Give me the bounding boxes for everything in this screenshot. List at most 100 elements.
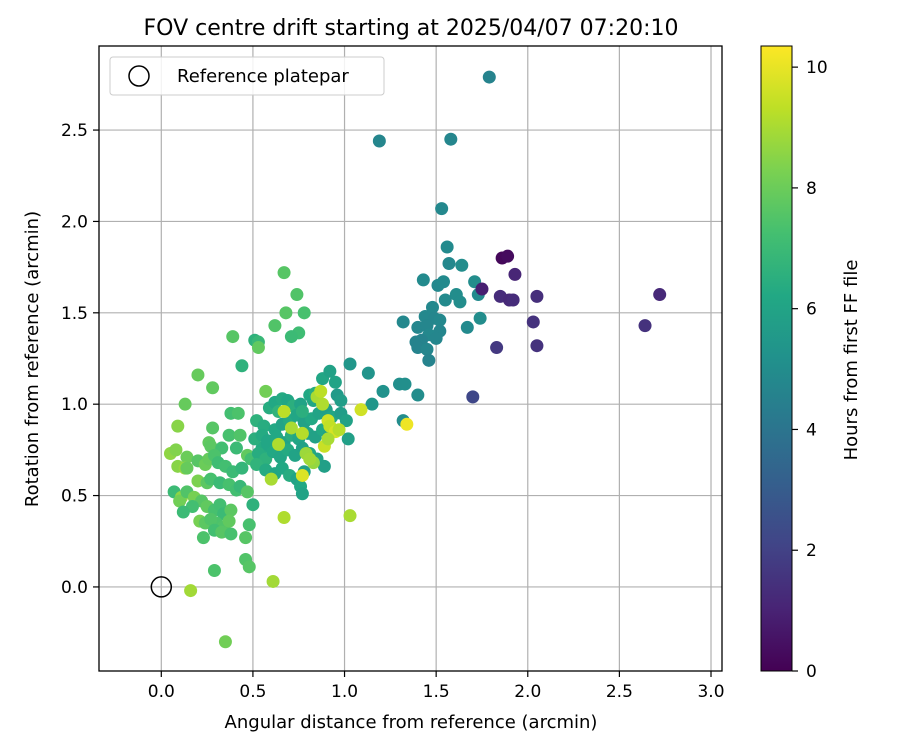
data-point xyxy=(277,510,291,524)
plot-frame xyxy=(98,45,723,672)
data-point xyxy=(653,288,667,302)
data-point xyxy=(396,315,410,329)
reference-marker-group xyxy=(150,576,173,598)
colorbar-label: Hours from first FF file xyxy=(841,260,862,461)
colorbar-tick-label: 10 xyxy=(806,58,828,78)
data-point xyxy=(229,441,243,455)
data-point xyxy=(242,560,256,574)
data-point xyxy=(224,527,238,541)
data-point xyxy=(178,397,192,411)
y-tick-label: 2.0 xyxy=(61,212,88,232)
data-point xyxy=(425,300,439,314)
data-point xyxy=(180,461,194,475)
data-point xyxy=(420,342,434,356)
data-point xyxy=(207,563,221,577)
data-point xyxy=(332,423,346,437)
data-point xyxy=(231,406,245,420)
data-point xyxy=(226,330,240,344)
colorbar-ticks: 0 2 4 6 8 10 xyxy=(792,58,828,682)
data-point xyxy=(239,531,253,545)
data-point xyxy=(323,364,337,378)
data-point xyxy=(328,375,342,389)
y-axis-label: Rotation from reference (arcmin) xyxy=(22,211,43,507)
data-point xyxy=(297,306,311,320)
data-point xyxy=(473,311,487,325)
data-point xyxy=(361,366,375,380)
data-point xyxy=(444,132,458,146)
data-point xyxy=(295,426,309,440)
colorbar-tick-label: 2 xyxy=(806,541,817,561)
x-tick-label: 1.5 xyxy=(423,682,450,702)
data-point xyxy=(506,293,520,307)
data-point xyxy=(266,574,280,588)
data-point xyxy=(295,487,309,501)
y-tick-label: 2.5 xyxy=(61,121,88,141)
data-point xyxy=(411,388,425,402)
data-point xyxy=(442,256,456,270)
data-point xyxy=(466,390,480,404)
data-point xyxy=(284,330,298,344)
grid-lines xyxy=(99,46,722,671)
data-point xyxy=(482,70,496,84)
data-point xyxy=(290,288,304,302)
x-tick-label: 0.0 xyxy=(148,682,175,702)
data-point xyxy=(191,368,205,382)
data-point xyxy=(264,472,278,486)
data-point xyxy=(196,531,210,545)
data-point xyxy=(398,377,412,391)
x-axis-label: Angular distance from reference (arcmin) xyxy=(225,712,598,733)
data-point xyxy=(365,397,379,411)
data-point xyxy=(508,267,522,281)
data-point xyxy=(372,134,386,148)
data-point xyxy=(277,404,291,418)
y-tick-label: 0.5 xyxy=(61,487,88,507)
data-point xyxy=(295,404,309,418)
data-point xyxy=(295,468,309,482)
y-tick-label: 0.0 xyxy=(61,578,88,598)
data-point xyxy=(376,384,390,398)
data-point xyxy=(224,503,238,517)
data-point xyxy=(176,505,190,519)
x-tick-label: 2.5 xyxy=(606,682,633,702)
colorbar-gradient xyxy=(760,45,793,672)
data-point xyxy=(321,432,335,446)
data-point xyxy=(475,282,489,296)
data-point xyxy=(341,432,355,446)
data-point xyxy=(240,485,254,499)
data-point xyxy=(429,331,443,345)
data-point xyxy=(180,450,194,464)
colorbar: 0 2 4 6 8 10 Hours from first FF file xyxy=(760,45,862,682)
data-point xyxy=(314,384,328,398)
data-point xyxy=(317,459,331,473)
data-point xyxy=(416,273,430,287)
data-point xyxy=(435,202,449,216)
y-tick-label: 1.5 xyxy=(61,304,88,324)
x-tick-label: 3.0 xyxy=(697,682,724,702)
data-point xyxy=(453,295,467,309)
data-point xyxy=(222,428,236,442)
data-point xyxy=(169,443,183,457)
data-point xyxy=(272,437,286,451)
x-tick-label: 2.0 xyxy=(514,682,541,702)
colorbar-tick-label: 0 xyxy=(806,662,817,682)
data-point xyxy=(343,357,357,371)
data-point xyxy=(334,394,348,408)
data-point xyxy=(343,509,357,523)
data-points xyxy=(163,70,667,649)
data-point xyxy=(259,384,273,398)
legend-marker xyxy=(128,65,150,87)
data-point xyxy=(284,421,298,435)
data-point xyxy=(455,258,469,272)
data-point xyxy=(268,319,282,333)
data-point xyxy=(530,339,544,353)
data-point xyxy=(218,635,232,649)
data-point xyxy=(235,461,249,475)
data-point xyxy=(638,319,652,333)
data-point xyxy=(279,306,293,320)
data-point xyxy=(277,266,291,280)
data-point xyxy=(173,494,187,508)
data-point xyxy=(303,452,317,466)
data-point xyxy=(171,419,185,433)
colorbar-tick-label: 8 xyxy=(806,179,817,199)
data-point xyxy=(436,275,450,289)
